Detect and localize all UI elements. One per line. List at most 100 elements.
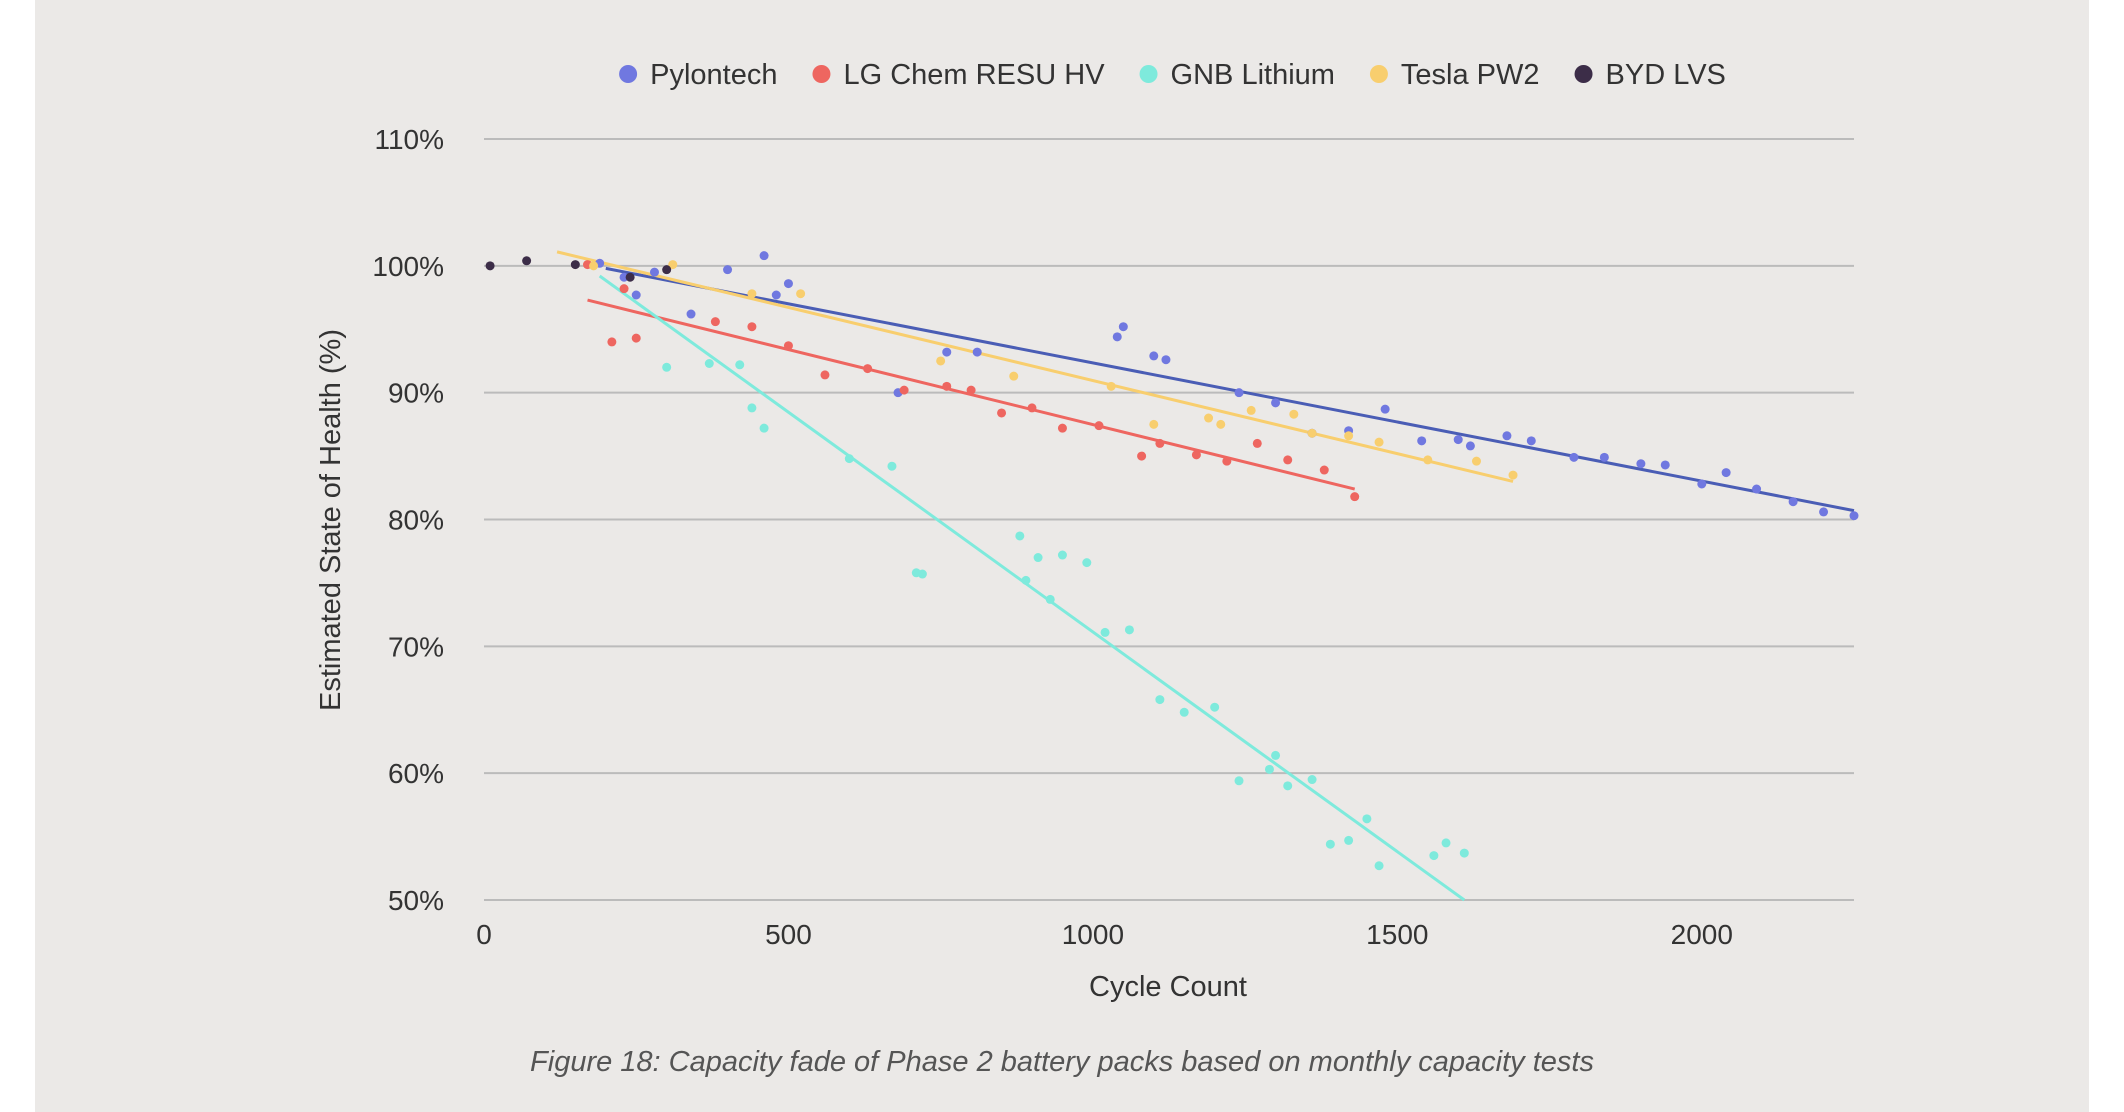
figure-caption: Figure 18: Capacity fade of Phase 2 batt… (530, 1046, 1594, 1078)
data-point (1307, 775, 1317, 785)
legend-item: BYD LVS (1574, 59, 1726, 91)
data-point (1191, 450, 1201, 460)
data-point (1094, 421, 1104, 431)
data-point (1149, 351, 1159, 361)
data-point (1526, 436, 1536, 446)
data-point (1344, 835, 1354, 845)
data-point (1222, 456, 1232, 466)
trendline-tesla-pw2 (556, 250, 1514, 483)
data-point (1599, 452, 1609, 462)
data-point (1234, 388, 1244, 398)
data-point (686, 309, 696, 319)
data-point (522, 256, 532, 266)
data-point (1289, 409, 1299, 419)
data-point (1045, 594, 1055, 604)
y-tick-label: 110% (374, 124, 444, 155)
data-point (1124, 625, 1134, 635)
data-point (997, 408, 1007, 418)
data-point (1057, 550, 1067, 560)
legend-item: LG Chem RESU HV (812, 59, 1105, 91)
data-point (1788, 497, 1798, 507)
data-point (759, 423, 769, 433)
data-point (972, 347, 982, 357)
data-point (1471, 456, 1481, 466)
data-point (1307, 428, 1317, 438)
data-point (723, 265, 733, 275)
x-axis-ticks: 0 500 1000 1500 2000 (476, 919, 1733, 950)
data-point (1697, 479, 1707, 489)
data-point (649, 267, 659, 277)
x-tick-label: 0 (476, 919, 492, 950)
data-point (1033, 553, 1043, 563)
data-point (1508, 470, 1518, 480)
trendlines (556, 250, 1855, 902)
data-point (668, 260, 678, 270)
data-point (1721, 468, 1731, 478)
data-point (1082, 558, 1092, 568)
data-point (619, 284, 629, 294)
data-points (485, 251, 1859, 871)
legend-marker (619, 65, 638, 83)
x-tick-label: 2000 (1671, 919, 1733, 950)
data-point (662, 265, 672, 275)
data-point (704, 358, 714, 368)
data-point (1380, 404, 1390, 414)
data-point (966, 385, 976, 395)
data-point (1137, 451, 1147, 461)
data-point (1112, 332, 1122, 342)
data-point (735, 360, 745, 370)
data-point (1179, 707, 1189, 717)
data-point (1283, 781, 1293, 791)
data-point (899, 385, 909, 395)
data-point (1021, 575, 1031, 585)
data-point (1417, 436, 1427, 446)
data-point (1453, 435, 1463, 445)
data-point (1100, 627, 1110, 637)
data-point (1374, 437, 1384, 447)
data-point (1819, 507, 1829, 517)
data-point (1374, 861, 1384, 871)
legend-label: GNB Lithium (1171, 59, 1335, 91)
data-point (887, 461, 897, 471)
data-point (1057, 423, 1067, 433)
data-point (783, 341, 793, 351)
data-point (1849, 511, 1859, 521)
data-point (1636, 459, 1646, 469)
data-point (747, 403, 757, 413)
data-point (917, 569, 927, 579)
data-point (1246, 405, 1256, 415)
data-point (1009, 371, 1019, 381)
data-point (1569, 452, 1579, 462)
data-point (1155, 438, 1165, 448)
data-point (1149, 419, 1159, 429)
data-point (631, 290, 641, 300)
legend-item: Tesla PW2 (1369, 59, 1540, 91)
data-point (1752, 484, 1762, 494)
data-point (570, 260, 580, 270)
data-point (1155, 695, 1165, 705)
data-point (1350, 492, 1360, 502)
data-point (1264, 764, 1274, 774)
data-point (1319, 465, 1329, 475)
x-axis-label: Cycle Count (1089, 971, 1247, 1003)
data-point (710, 317, 720, 327)
data-point (1271, 398, 1281, 408)
data-point (747, 289, 757, 299)
legend-label: Tesla PW2 (1401, 59, 1540, 91)
data-point (589, 261, 599, 271)
data-point (1204, 413, 1214, 423)
y-tick-label: 80% (388, 505, 444, 536)
data-point (1216, 419, 1226, 429)
y-tick-label: 70% (388, 631, 444, 662)
trendline-gnb-lithium (598, 274, 1466, 902)
x-tick-label: 1500 (1366, 919, 1428, 950)
data-point (1118, 322, 1128, 332)
data-point (942, 347, 952, 357)
data-point (1325, 839, 1335, 849)
data-point (1465, 441, 1475, 451)
legend-marker (812, 65, 831, 83)
y-axis-ticks: 50% 60% 70% 80% 90% 100% 110% (372, 124, 444, 916)
data-point (1660, 460, 1670, 470)
data-point (942, 381, 952, 391)
